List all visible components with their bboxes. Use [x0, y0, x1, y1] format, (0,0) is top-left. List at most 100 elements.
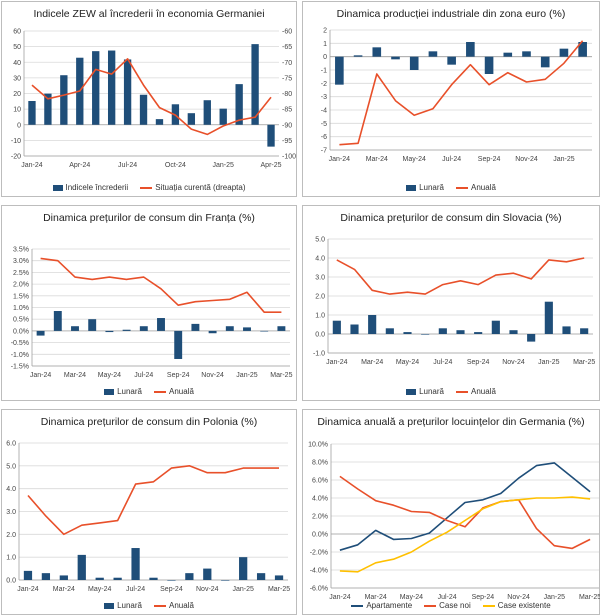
x-tick-label: Mar-25 [268, 586, 290, 593]
chart-svg: 60 50 40 30 20 10 0 -10 -20 -60 -65 -70 -75 -80 -85 -90… [11, 29, 296, 170]
x-tick-label: Mar-24 [365, 594, 387, 601]
bar [332, 320, 341, 334]
x-tick-label: Jan-25 [236, 372, 258, 379]
bar [562, 326, 571, 334]
x-tick-label: Jul-24 [118, 162, 137, 169]
x-tick-label: May-24 [403, 156, 426, 163]
bar [113, 577, 122, 580]
y2-tick-label: -100 [282, 154, 296, 161]
y-tick-label: -20 [11, 154, 21, 161]
bar [60, 75, 68, 125]
x-tick-label: Jan-24 [17, 586, 39, 593]
x-tick-label: Jan-24 [326, 359, 348, 366]
x-tick-label: Sep-24 [472, 594, 495, 601]
y2-tick-label: -95 [282, 138, 292, 145]
y-tick-label: -6 [321, 134, 327, 141]
y-tick-label: 3.0 [315, 275, 325, 282]
chart-title: Dinamica prețurilor de consum din Slovac… [340, 212, 562, 224]
y-tick-label: -0.5% [11, 340, 29, 347]
y-tick-label: 1.0 [6, 555, 16, 562]
y-tick-label: 3.0 [6, 509, 16, 516]
series-line [339, 40, 584, 146]
bar [403, 332, 412, 334]
bar [256, 573, 266, 580]
bar [208, 330, 217, 334]
legend-label: Anuală [169, 601, 194, 610]
legend-swatch [406, 184, 417, 191]
y-tick-label: -7 [321, 148, 327, 155]
x-tick-label: Jan-25 [232, 586, 254, 593]
bar [149, 577, 158, 580]
chart-panel-zew: Indicele ZEW al încrederii în economia G… [1, 1, 297, 197]
y-tick-label: -1.5% [11, 364, 29, 371]
x-tick-label: Sep-24 [160, 586, 183, 593]
legend-item: Lunară [104, 601, 142, 610]
legend-swatch [456, 390, 468, 393]
legend-item: Lunară [406, 183, 444, 192]
legend-swatch [424, 604, 437, 607]
y-tick-label: 20 [13, 91, 21, 98]
chart-legend: Lunară Anuală [2, 387, 296, 396]
y-tick-label: 6.0% [312, 478, 328, 485]
bar [155, 119, 164, 125]
bar [105, 330, 114, 333]
bar [185, 573, 194, 580]
y-tick-label: -4 [321, 108, 327, 115]
bar [428, 51, 438, 57]
y-tick-label: 1 [323, 41, 327, 48]
y-tick-label: 8.0% [312, 460, 328, 467]
legend-label: Lunară [117, 601, 142, 610]
bar [447, 56, 456, 65]
chart-title: Dinamica prețurilor de consum din Poloni… [40, 416, 258, 428]
bar [274, 575, 284, 580]
y-tick-label: -2 [321, 81, 327, 88]
legend-swatch [104, 602, 115, 609]
x-tick-label: Jan-25 [213, 162, 235, 169]
y-tick-label: 5.0 [6, 463, 16, 470]
y-tick-label: -1.0 [313, 351, 325, 358]
legend-label: Lunară [419, 387, 444, 396]
y2-tick-label: -85 [282, 107, 292, 114]
x-tick-label: Jul-24 [126, 586, 145, 593]
x-tick-label: Mar-24 [53, 586, 75, 593]
bar [107, 50, 116, 125]
legend-item: Situația curentă (dreapta) [140, 183, 245, 192]
bar [409, 56, 419, 70]
bar [157, 318, 165, 331]
bar [372, 47, 382, 57]
bar [77, 554, 86, 580]
y-tick-label: 40 [13, 60, 21, 67]
legend-label: Lunară [419, 183, 444, 192]
x-tick-label: Mar-25 [270, 372, 292, 379]
bar [466, 42, 475, 57]
y-tick-label: -5 [321, 121, 327, 128]
chart-svg: 10.0% 8.0% 6.0% 4.0% 2.0% 0.0% -2.0% -4.0% -6.0%… [308, 442, 600, 602]
bar [335, 56, 344, 85]
legend-swatch [154, 390, 166, 393]
x-tick-label: May-24 [98, 372, 121, 379]
bar [456, 330, 465, 334]
y-tick-label: -10 [11, 138, 21, 145]
y2-tick-label: -90 [282, 122, 292, 129]
x-tick-label: Nov-24 [196, 586, 219, 593]
y-tick-label: -2.0% [310, 550, 328, 557]
y-tick-label: 10 [13, 107, 21, 114]
x-tick-label: Mar-24 [366, 156, 388, 163]
bar [167, 580, 176, 581]
y2-tick-label: -75 [282, 75, 292, 82]
y-tick-label: 0.0 [6, 578, 16, 585]
legend-label: Anuală [169, 387, 194, 396]
bar [544, 301, 553, 334]
bar [503, 52, 513, 57]
series-line [27, 464, 279, 536]
chart-svg: 3.5% 3.0% 2.5% 2.0% 1.5% 1.0% 0.5% 0.0% -0.5% -1.… [11, 247, 293, 380]
y-tick-label: -3 [321, 94, 327, 101]
bar [509, 330, 518, 334]
bar [28, 101, 36, 125]
bar [88, 319, 97, 331]
y-tick-label: -6.0% [310, 586, 328, 593]
bar [36, 330, 45, 336]
chart-title: Dinamica anuală a prețurilor locuințelor… [317, 416, 585, 428]
bar [44, 93, 52, 125]
